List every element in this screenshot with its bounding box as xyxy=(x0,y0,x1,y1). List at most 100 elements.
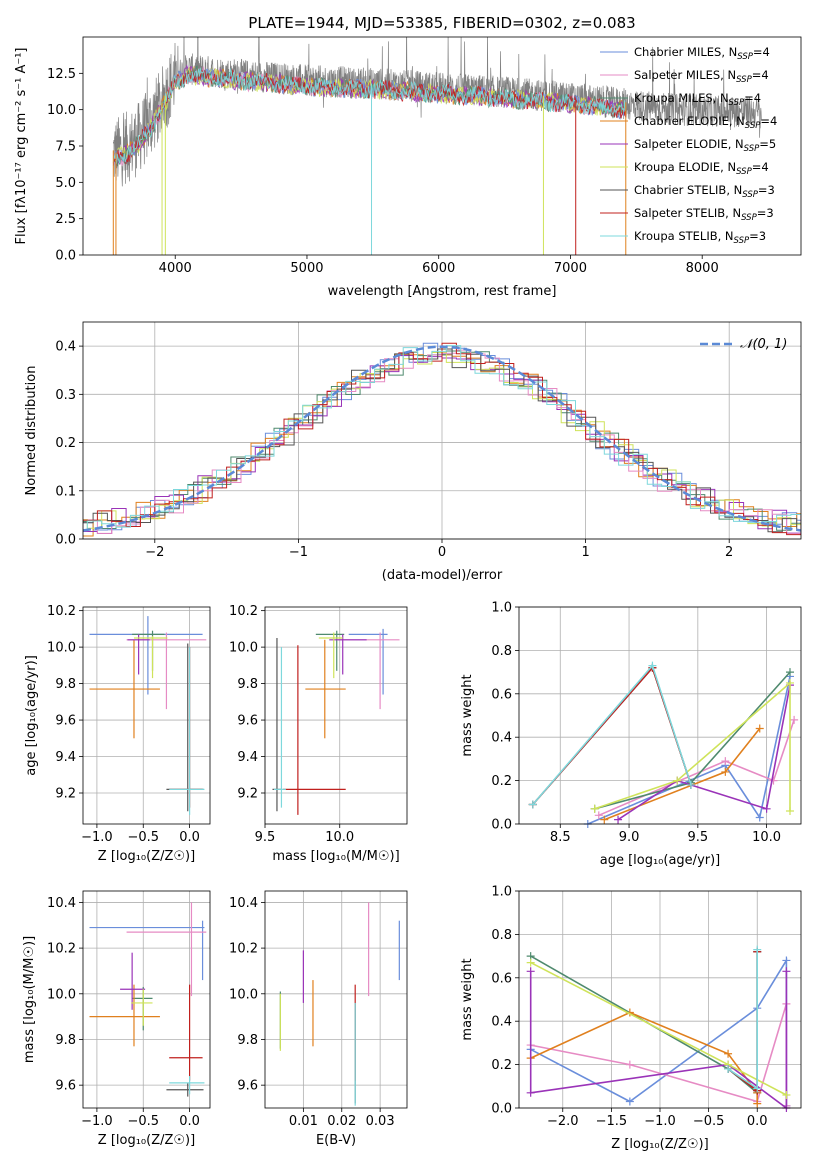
legend-text: Salpeter ELODIE, N xyxy=(634,137,744,151)
axes-frame xyxy=(82,606,211,825)
x-tick-label: 0.02 xyxy=(327,1114,356,1129)
y-tick-label: 0.4 xyxy=(55,340,76,355)
y-axis-label: mass [log₁₀(M/M☉)] xyxy=(22,936,37,1063)
residual-histogram xyxy=(83,345,801,532)
legend-value: =3 xyxy=(749,229,766,243)
y-tick-label: 0.0 xyxy=(491,1102,512,1117)
weight-marker xyxy=(785,806,794,815)
y-tick-label: 0.0 xyxy=(55,533,76,548)
x-tick-label: 0.01 xyxy=(289,1114,318,1129)
y-tick-label: 9.4 xyxy=(55,750,76,765)
weight-marker xyxy=(590,804,599,813)
weight-marker xyxy=(686,780,695,789)
legend-label: Kroupa ELODIE, NSSP=4 xyxy=(634,160,769,177)
y-tick-label: 9.8 xyxy=(55,677,76,692)
legend-text: Chabrier MILES, N xyxy=(634,45,737,59)
residual-histogram xyxy=(83,342,801,536)
y-axis-label: mass weight xyxy=(460,958,475,1040)
weight-marker xyxy=(528,800,537,809)
weight-marker xyxy=(625,1097,634,1106)
x-tick-label: 10.0 xyxy=(752,830,781,845)
legend-subscript: SSP xyxy=(736,75,752,85)
legend-text: Kroupa STELIB, N xyxy=(634,229,734,243)
spectrum-panel: 4000 5000 6000 7000 8000 0.0 2.5 5.0 7.5 10.0 12.5… xyxy=(14,14,802,299)
x-tick-label: 10.0 xyxy=(325,830,354,845)
axes-frame xyxy=(518,606,802,825)
x-axis-label: Z [log₁₀(Z/Z☉)] xyxy=(98,1133,195,1148)
x-tick-label: −1 xyxy=(289,545,308,560)
legend-text: Kroupa ELODIE, N xyxy=(634,160,736,174)
legend-label: Salpeter ELODIE, NSSP=5 xyxy=(634,137,776,154)
y-tick-label: 0.6 xyxy=(491,687,512,702)
x-tick-label: −1.0 xyxy=(81,830,113,845)
axes-frame xyxy=(518,890,802,1109)
spectrum-traces xyxy=(112,37,762,255)
x-tick-label: 7000 xyxy=(554,261,587,276)
x-axis-label: (data-model)/error xyxy=(382,568,503,583)
y-tick-label: 10.0 xyxy=(47,987,76,1002)
legend-value: =4 xyxy=(752,68,769,82)
weight-marker xyxy=(526,1088,535,1097)
legend-label: Salpeter STELIB, NSSP=3 xyxy=(634,206,774,223)
legend-text: Kroupa MILES, N xyxy=(634,91,729,105)
errorbar-markers xyxy=(279,902,400,1106)
x-tick-label: −1.0 xyxy=(644,1114,676,1129)
y-axis-label: Normed distribution xyxy=(24,366,39,496)
axes-frame xyxy=(82,321,802,540)
x-axis-label: E(B-V) xyxy=(316,1133,356,1148)
weight-marker xyxy=(753,945,762,954)
legend-text: Salpeter STELIB, N xyxy=(634,206,741,220)
weight-marker xyxy=(753,1084,762,1093)
y-tick-label: 9.6 xyxy=(237,714,258,729)
y-tick-label: 10.0 xyxy=(229,641,258,656)
y-tick-label: 10.2 xyxy=(229,942,258,957)
y-tick-label: 2.5 xyxy=(55,212,76,227)
legend-subscript: SSP xyxy=(741,213,757,223)
x-tick-label: 9.5 xyxy=(255,830,276,845)
x-tick-label: 0 xyxy=(438,545,446,560)
weight-marker xyxy=(648,661,657,670)
weight-marker xyxy=(755,813,764,822)
axes-frame xyxy=(82,890,211,1109)
weight-series xyxy=(526,945,791,1112)
mass-weight-vs-age-panel: 8.5 9.0 9.5 10.0 0.0 0.2 0.4 0.6 0.8 1.0 age [log₁… xyxy=(460,601,802,868)
y-tick-label: 9.6 xyxy=(55,1079,76,1094)
legend-label: Chabrier ELODIE, NSSP=4 xyxy=(634,114,777,131)
weight-marker xyxy=(782,1090,791,1099)
legend-subscript: SSP xyxy=(734,236,750,246)
axes-frame xyxy=(82,36,802,256)
y-tick-label: 9.4 xyxy=(237,750,258,765)
y-tick-label: 9.8 xyxy=(237,677,258,692)
legend-label: Kroupa MILES, NSSP=4 xyxy=(634,91,761,108)
weight-marker xyxy=(724,1049,733,1058)
weight-line xyxy=(594,681,791,811)
y-tick-label: 10.4 xyxy=(47,896,76,911)
y-axis-label: age [log₁₀(age/yr)] xyxy=(24,655,39,776)
x-axis-label: age [log₁₀(age/yr)] xyxy=(600,853,721,868)
legend-subscript: SSP xyxy=(737,52,753,62)
y-tick-label: 9.8 xyxy=(237,1033,258,1048)
x-tick-label: −0.5 xyxy=(693,1114,725,1129)
axes-frame xyxy=(264,606,408,825)
mass-weight-vs-metallicity-panel: −2.0 −1.5 −1.0 −0.5 0.0 0.0 0.2 0.4 0.6 0.8 1.0 Z [… xyxy=(460,885,802,1152)
legend-value: =5 xyxy=(759,137,776,151)
y-tick-label: 0.1 xyxy=(55,484,76,499)
errorbar-markers xyxy=(89,902,207,1097)
plot-area xyxy=(265,891,407,1108)
x-tick-label: −0.5 xyxy=(127,1114,159,1129)
x-tick-label: 4000 xyxy=(159,261,192,276)
legend-text: Chabrier ELODIE, N xyxy=(634,114,745,128)
weight-marker xyxy=(614,815,623,824)
x-axis-label: Z [log₁₀(Z/Z☉)] xyxy=(98,849,195,864)
y-tick-label: 5.0 xyxy=(55,176,76,191)
weight-marker xyxy=(755,724,764,733)
x-tick-label: 9.0 xyxy=(619,830,640,845)
y-tick-label: 0.2 xyxy=(491,774,512,789)
x-tick-label: 0.0 xyxy=(179,830,200,845)
x-tick-label: 9.5 xyxy=(687,830,708,845)
y-tick-label: 9.2 xyxy=(237,787,258,802)
y-tick-label: 0.2 xyxy=(491,1058,512,1073)
x-tick-label: −1.0 xyxy=(81,1114,113,1129)
